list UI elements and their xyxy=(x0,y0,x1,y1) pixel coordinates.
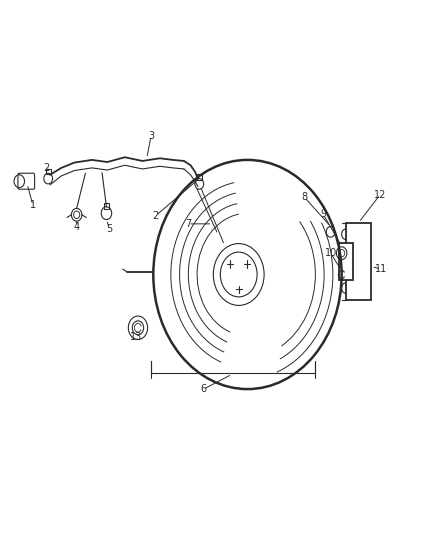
Bar xyxy=(197,174,202,180)
Text: 10: 10 xyxy=(325,248,337,258)
FancyBboxPatch shape xyxy=(18,173,35,189)
Text: 13: 13 xyxy=(130,332,142,342)
Text: 6: 6 xyxy=(201,384,207,394)
Text: 12: 12 xyxy=(374,190,386,199)
Bar xyxy=(346,223,371,300)
Text: 2: 2 xyxy=(152,211,159,221)
Text: 4: 4 xyxy=(74,222,80,231)
Text: 9: 9 xyxy=(320,209,326,219)
Bar xyxy=(104,203,109,209)
Text: 8: 8 xyxy=(301,192,307,202)
Text: 3: 3 xyxy=(148,131,154,141)
Bar xyxy=(46,169,51,174)
Text: 5: 5 xyxy=(106,224,113,234)
Text: 1: 1 xyxy=(30,200,36,210)
Text: 7: 7 xyxy=(185,219,191,229)
Text: 11: 11 xyxy=(375,264,387,274)
Bar xyxy=(339,243,353,280)
Text: 2: 2 xyxy=(43,163,49,173)
